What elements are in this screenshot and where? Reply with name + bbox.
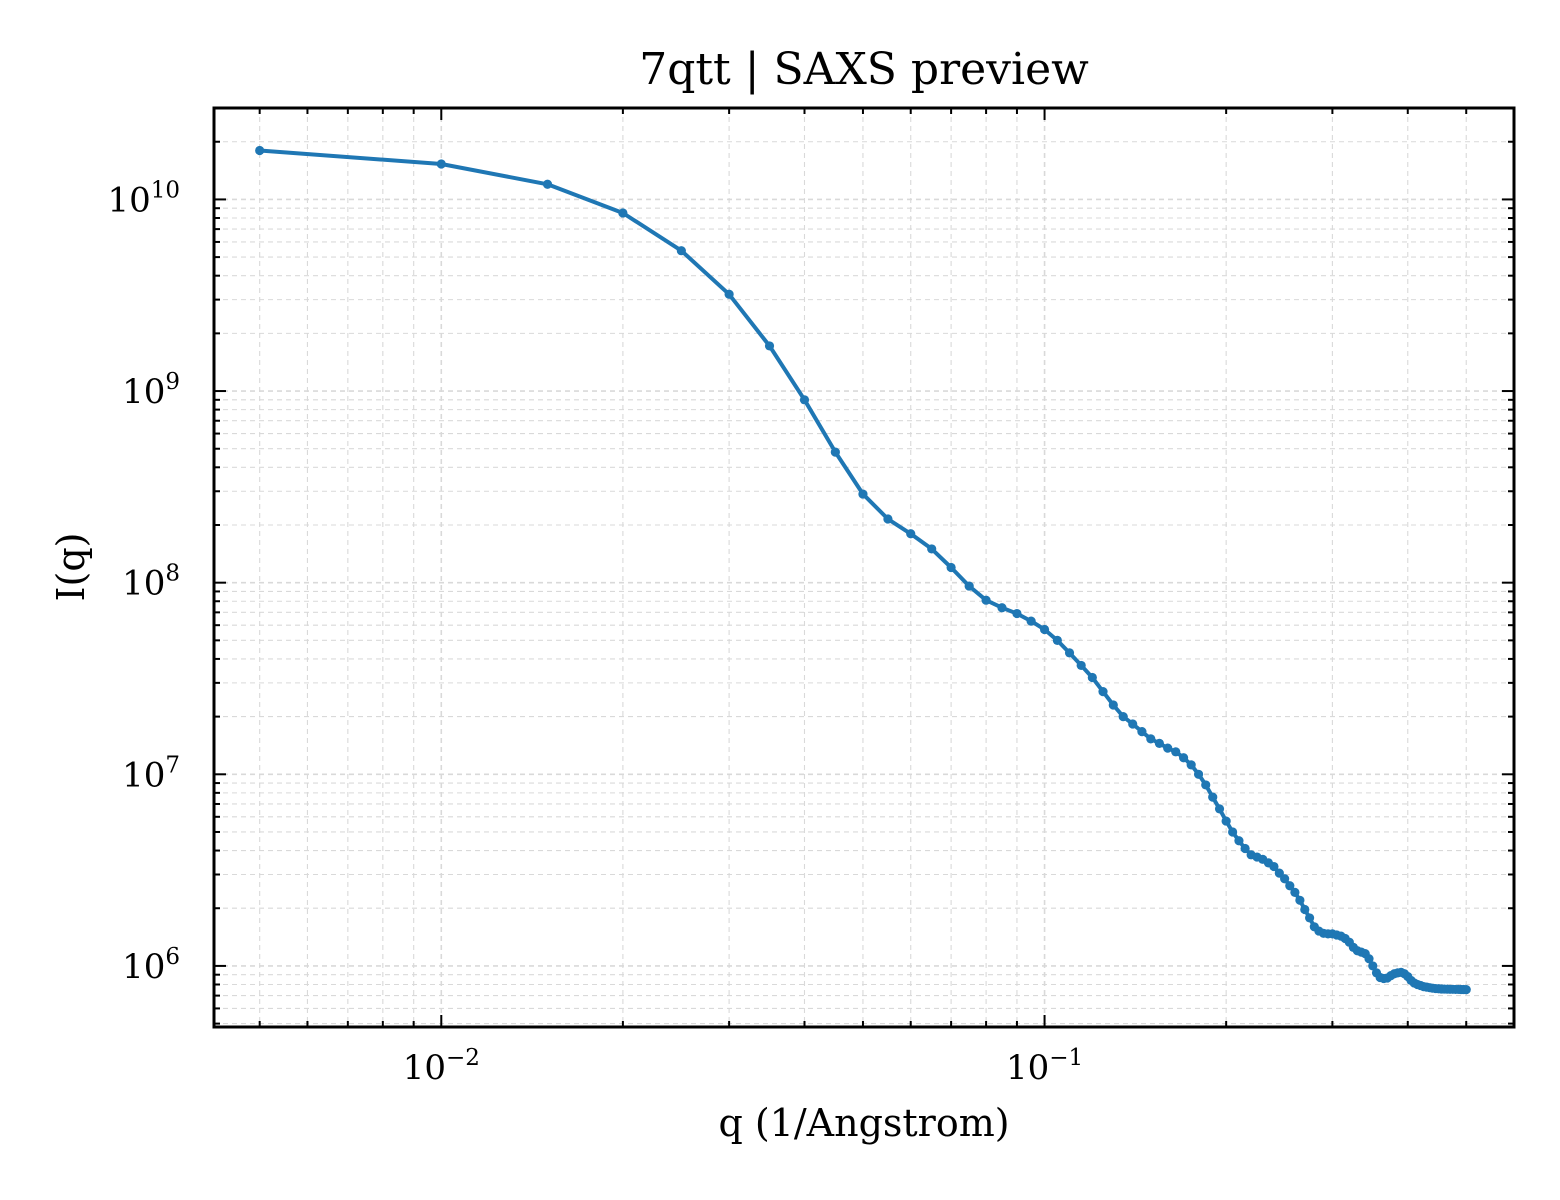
- data-point: [1461, 985, 1471, 995]
- data-point: [255, 145, 265, 156]
- data-point: [927, 544, 937, 554]
- data-point: [724, 289, 734, 299]
- data-point: [1118, 712, 1128, 722]
- data-point: [618, 208, 628, 218]
- data-point: [1364, 954, 1374, 964]
- data-point: [1098, 687, 1108, 697]
- tick-labels: 10−2 10−1 106 107 108 109 1010: [107, 177, 1083, 1088]
- data-point: [1228, 827, 1238, 837]
- plot-frame: [212, 106, 1516, 1029]
- data-point: [542, 179, 553, 189]
- data-point: [946, 562, 956, 573]
- data-point: [1234, 836, 1244, 846]
- data-point: [676, 246, 686, 256]
- data-point: [1137, 727, 1147, 737]
- data-point: [1026, 616, 1036, 626]
- data-point: [1304, 913, 1315, 923]
- data-point: [883, 514, 893, 524]
- data-point: [1240, 843, 1250, 854]
- data-point: [436, 159, 446, 169]
- x-axis-label: q (1/Angstrom): [718, 1101, 1009, 1145]
- data-point: [1285, 881, 1295, 891]
- y-tick-label: 107: [122, 752, 180, 795]
- data-point: [906, 529, 916, 539]
- data-point: [1193, 769, 1204, 779]
- data-point: [1178, 753, 1189, 763]
- data-point: [1295, 895, 1305, 905]
- y-tick-label: 106: [122, 944, 180, 987]
- x-tick-label: 10−1: [1006, 1045, 1083, 1088]
- data-point: [799, 395, 810, 405]
- data-point: [1163, 743, 1173, 753]
- data-point: [1171, 747, 1181, 757]
- data-point: [1108, 700, 1118, 710]
- grid: [214, 107, 1514, 1027]
- data-point: [1368, 961, 1378, 971]
- data-point: [1186, 760, 1196, 770]
- y-tick-label: 1010: [107, 177, 180, 220]
- data-point: [1087, 672, 1097, 683]
- ticks: [214, 107, 1514, 1027]
- data-point: [1290, 887, 1300, 897]
- y-axis-label: I(q): [49, 533, 93, 602]
- data-point: [1221, 816, 1231, 826]
- data-point: [1128, 719, 1138, 729]
- y-tick-label: 108: [122, 561, 180, 604]
- data-point: [997, 603, 1007, 613]
- data-point: [1214, 804, 1225, 814]
- data-point: [1201, 780, 1211, 790]
- data-point: [1064, 648, 1075, 658]
- data-point: [1039, 624, 1050, 635]
- series-layer: [255, 145, 1471, 995]
- data-point: [1280, 874, 1290, 884]
- data-point: [830, 447, 840, 457]
- data-point: [1208, 792, 1218, 802]
- data-point: [981, 595, 991, 605]
- data-point: [1146, 734, 1156, 744]
- data-point: [1269, 861, 1279, 872]
- data-point: [1012, 608, 1022, 619]
- y-tick-label: 109: [122, 369, 180, 412]
- data-point: [764, 341, 775, 351]
- chart-title: 7qtt | SAXS preview: [639, 44, 1089, 95]
- x-tick-label: 10−2: [403, 1045, 480, 1088]
- data-point: [858, 489, 868, 499]
- data-point: [1154, 738, 1164, 748]
- data-point: [1052, 635, 1062, 645]
- data-point: [1300, 904, 1310, 915]
- data-point: [1076, 660, 1086, 671]
- data-point: [964, 581, 974, 591]
